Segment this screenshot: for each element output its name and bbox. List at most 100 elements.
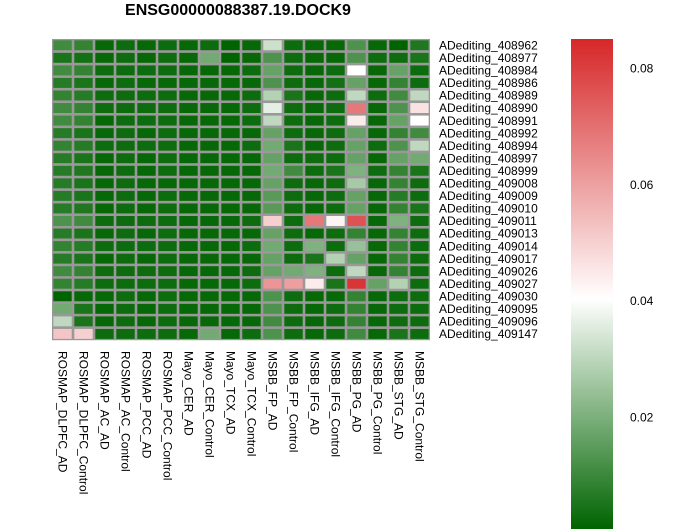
heatmap-cell <box>242 316 261 327</box>
heatmap-cell <box>305 328 324 339</box>
heatmap-cell <box>389 165 408 176</box>
heatmap-cell <box>179 328 198 339</box>
heatmap-cell <box>263 291 282 302</box>
heatmap-cell <box>221 40 240 51</box>
heatmap-cell <box>410 128 429 139</box>
heatmap-cell <box>95 128 114 139</box>
column-label: ROSMAP_PCC_Control <box>161 351 175 480</box>
heatmap-cell <box>368 65 387 76</box>
heatmap-cell <box>95 278 114 289</box>
column-label: MSBB_FP_Control <box>287 351 301 452</box>
heatmap-cell <box>137 228 156 239</box>
heatmap-cell <box>200 140 219 151</box>
heatmap-cell <box>74 203 93 214</box>
heatmap-cell <box>326 140 345 151</box>
heatmap-cell <box>200 115 219 126</box>
chart-title: ENSG00000088387.19.DOCK9 <box>125 2 351 19</box>
heatmap-cell <box>389 40 408 51</box>
heatmap-cell <box>95 241 114 252</box>
row-label: ADediting_409010 <box>439 202 538 216</box>
heatmap-cell <box>368 241 387 252</box>
heatmap-cell <box>95 228 114 239</box>
heatmap-cell <box>53 77 72 88</box>
column-label: Mayo_CER_AD <box>182 351 196 436</box>
heatmap-cell <box>326 77 345 88</box>
heatmap-cell <box>74 228 93 239</box>
heatmap-cell <box>242 266 261 277</box>
column-label: Mayo_TCX_Control <box>245 351 259 456</box>
heatmap-cell <box>158 316 177 327</box>
heatmap-cell <box>347 303 366 314</box>
heatmap-cell <box>179 90 198 101</box>
row-label: ADediting_408962 <box>439 38 538 52</box>
heatmap-cell <box>116 266 135 277</box>
heatmap-cell <box>53 128 72 139</box>
heatmap-cell <box>221 128 240 139</box>
heatmap-cell <box>368 40 387 51</box>
heatmap-cell <box>305 52 324 63</box>
heatmap-cell <box>242 165 261 176</box>
heatmap-cell <box>137 65 156 76</box>
heatmap-cell <box>242 303 261 314</box>
heatmap-cell <box>95 40 114 51</box>
heatmap-cell <box>284 291 303 302</box>
heatmap-cell <box>116 90 135 101</box>
row-label: ADediting_409095 <box>439 302 538 316</box>
heatmap-cell <box>389 90 408 101</box>
heatmap-cell <box>389 153 408 164</box>
row-label: ADediting_408984 <box>439 64 538 78</box>
heatmap-cell <box>284 266 303 277</box>
heatmap-cell <box>389 266 408 277</box>
heatmap-cell <box>410 190 429 201</box>
heatmap-cell <box>368 77 387 88</box>
heatmap-cell <box>242 153 261 164</box>
heatmap-cell <box>158 216 177 226</box>
heatmap-cell <box>158 203 177 214</box>
heatmap-cell <box>410 178 429 189</box>
heatmap-cell <box>410 52 429 63</box>
heatmap-cell <box>305 291 324 302</box>
colorbar-tick-label: 0.04 <box>630 294 654 308</box>
heatmap-cell <box>410 253 429 264</box>
heatmap-cell <box>326 328 345 339</box>
heatmap-cell <box>179 103 198 113</box>
heatmap-cell <box>158 278 177 289</box>
colorbar-tick-label: 0 <box>630 527 637 529</box>
heatmap-cell <box>179 228 198 239</box>
heatmap-cell <box>389 115 408 126</box>
row-label: ADediting_409009 <box>439 189 538 203</box>
heatmap-cell <box>95 52 114 63</box>
row-label: ADediting_408977 <box>439 51 538 65</box>
heatmap-cell <box>368 103 387 113</box>
heatmap-cell <box>347 228 366 239</box>
heatmap-cell <box>263 65 282 76</box>
heatmap-cell <box>158 153 177 164</box>
heatmap-cell <box>347 103 366 113</box>
heatmap-cell <box>284 241 303 252</box>
heatmap-cell <box>326 216 345 226</box>
heatmap-cell <box>368 153 387 164</box>
heatmap-background <box>52 39 430 341</box>
heatmap-cell <box>242 278 261 289</box>
heatmap-cell <box>74 115 93 126</box>
heatmap-cell <box>200 90 219 101</box>
heatmap-cell <box>368 90 387 101</box>
heatmap-cell <box>221 77 240 88</box>
column-label: Mayo_TCX_AD <box>224 351 238 435</box>
heatmap-cells <box>52 39 430 341</box>
heatmap-cell <box>368 128 387 139</box>
heatmap-cell <box>74 216 93 226</box>
heatmap-cell <box>95 178 114 189</box>
heatmap-cell <box>410 77 429 88</box>
heatmap-cell <box>116 328 135 339</box>
row-label: ADediting_408989 <box>439 89 538 103</box>
heatmap-cell <box>305 103 324 113</box>
heatmap-cell <box>74 266 93 277</box>
heatmap-cell <box>200 316 219 327</box>
heatmap-cell <box>158 165 177 176</box>
heatmap-cell <box>137 303 156 314</box>
heatmap-cell <box>53 266 72 277</box>
heatmap-cell <box>326 153 345 164</box>
heatmap-cell <box>74 128 93 139</box>
heatmap-cell <box>368 228 387 239</box>
